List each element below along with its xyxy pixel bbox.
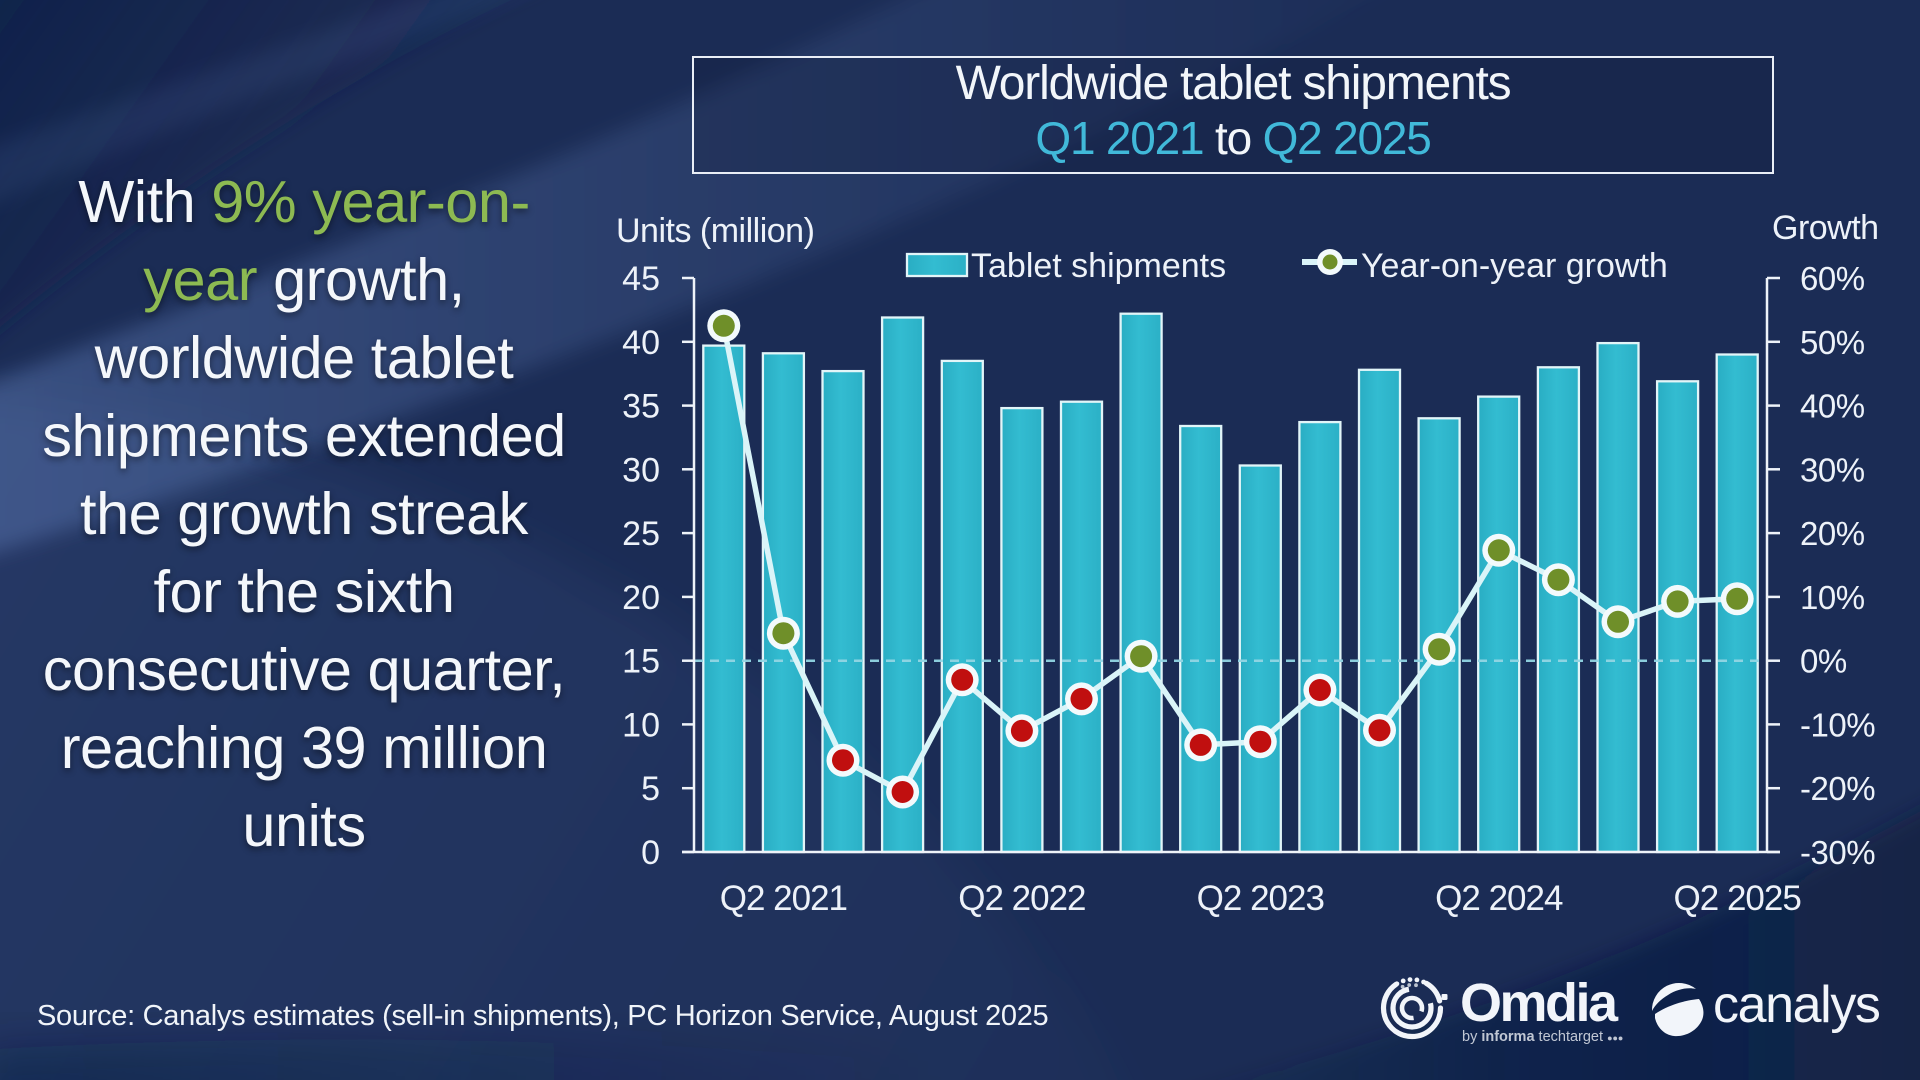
svg-text:35: 35 (622, 388, 660, 426)
svg-text:15: 15 (622, 643, 660, 681)
svg-text:50%: 50% (1800, 324, 1865, 361)
svg-text:Units (million): Units (million) (616, 212, 814, 250)
svg-text:0%: 0% (1800, 643, 1847, 680)
svg-text:canalys: canalys (1713, 976, 1880, 1034)
svg-text:60%: 60% (1800, 260, 1865, 297)
svg-text:30%: 30% (1800, 451, 1865, 488)
svg-text:45: 45 (622, 260, 660, 298)
svg-text:by informa techtarget ●●●: by informa techtarget ●●● (1462, 1029, 1623, 1045)
svg-text:Tablet shipments: Tablet shipments (971, 247, 1226, 285)
svg-text:Q2 2025: Q2 2025 (1674, 879, 1801, 918)
svg-text:10%: 10% (1800, 579, 1865, 616)
svg-text:Q2 2021: Q2 2021 (720, 879, 847, 918)
svg-text:25: 25 (622, 515, 660, 553)
svg-text:-20%: -20% (1800, 770, 1875, 807)
svg-text:10: 10 (622, 706, 660, 744)
svg-text:0: 0 (641, 834, 660, 872)
svg-text:-30%: -30% (1800, 834, 1875, 871)
svg-text:20: 20 (622, 579, 660, 617)
svg-text:5: 5 (641, 770, 660, 808)
svg-text:40%: 40% (1800, 388, 1865, 425)
svg-text:Omdia: Omdia (1460, 973, 1619, 1033)
svg-text:30: 30 (622, 451, 660, 489)
svg-text:Year-on-year growth: Year-on-year growth (1361, 247, 1668, 285)
svg-text:20%: 20% (1800, 515, 1865, 552)
svg-text:Growth: Growth (1772, 209, 1879, 247)
svg-text:Q2 2024: Q2 2024 (1435, 879, 1563, 918)
svg-text:40: 40 (622, 324, 660, 362)
svg-text:Q2 2022: Q2 2022 (958, 879, 1085, 918)
svg-text:Q2 2023: Q2 2023 (1197, 879, 1324, 918)
svg-text:-10%: -10% (1800, 706, 1875, 743)
